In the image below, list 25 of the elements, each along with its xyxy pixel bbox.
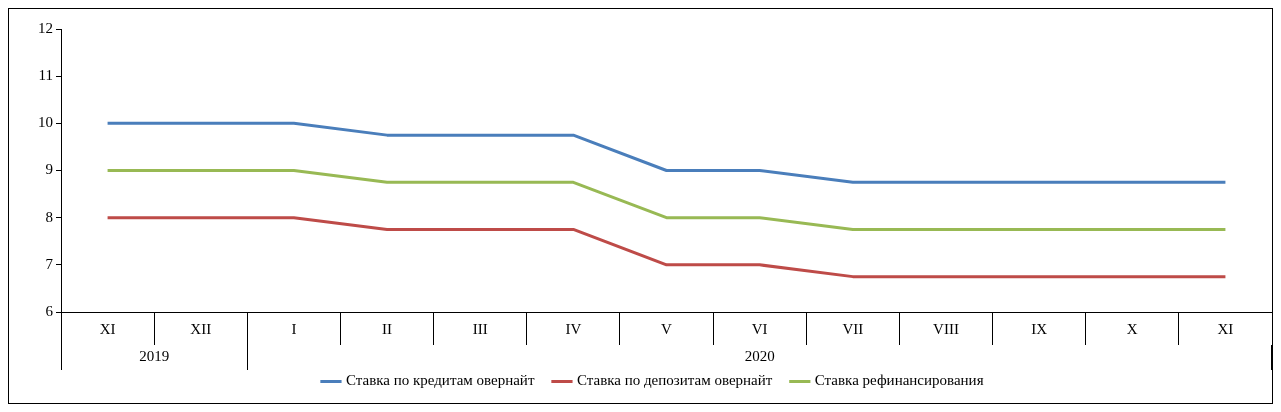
x-tick-label: IV [565, 320, 582, 337]
x-tick-label: X [1126, 320, 1138, 337]
y-tick-label: 12 [38, 19, 53, 36]
y-tick-label: 8 [45, 208, 53, 225]
legend-label: Ставка рефинансирования [814, 372, 984, 389]
x-tick-label: I [291, 320, 297, 337]
x-tick-label: VII [842, 320, 864, 337]
legend-label: Ставка по кредитам овернайт [345, 372, 535, 389]
y-tick-label: 7 [45, 255, 54, 272]
text: 2020 [744, 348, 775, 365]
y-tick-label: 9 [45, 161, 53, 178]
text: 2019 [139, 348, 170, 365]
x-tick-label: XI [99, 320, 116, 337]
x-tick-label: VIII [933, 320, 959, 337]
x-tick-label: II [382, 320, 393, 337]
x-tick-label: XII [190, 320, 212, 337]
y-tick-label: 10 [38, 114, 53, 131]
x-tick-label: III [472, 320, 488, 337]
y-tick-label: 6 [45, 302, 54, 319]
x-tick-label: XI [1217, 320, 1234, 337]
legend-label: Ставка по депозитам овернайт [576, 372, 773, 389]
y-tick-label: 11 [38, 67, 53, 84]
x-tick-label: IX [1031, 320, 1048, 337]
x-tick-label: V [661, 320, 673, 337]
x-tick-label: VI [751, 320, 768, 337]
